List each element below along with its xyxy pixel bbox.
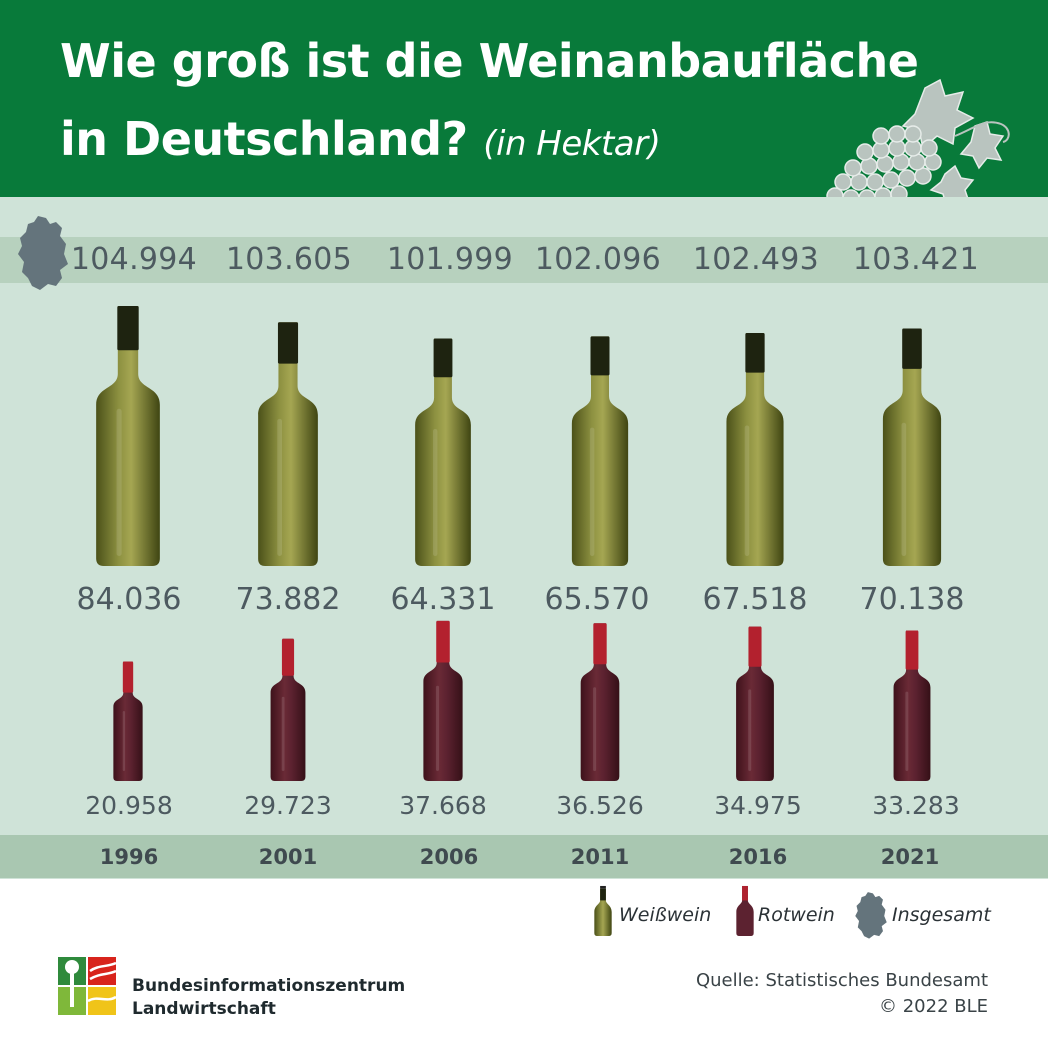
bottle-cap — [745, 332, 765, 373]
bottle-body — [893, 630, 931, 781]
year-label: 2016 — [728, 845, 788, 869]
bottle-cap — [281, 638, 295, 676]
bottle-body — [258, 322, 318, 566]
bottle-cap — [905, 630, 919, 670]
red-value: 33.283 — [872, 791, 960, 820]
red-wine-bottle — [423, 620, 463, 781]
source-line-1: Quelle: Statistisches Bundesamt — [695, 970, 988, 991]
bottle-highlight — [116, 408, 122, 556]
legend-total-label: Insgesamt — [892, 904, 991, 926]
org-name: Bundesinformationszentrum Landwirtschaft — [132, 975, 405, 1021]
bottle-highlight — [748, 689, 752, 771]
year-label: 2006 — [419, 845, 479, 869]
bottle-highlight — [901, 422, 907, 556]
bottle-highlight — [905, 691, 909, 771]
red-wine-bottle — [580, 623, 620, 781]
header-banner: Wie groß ist die Weinanbaufläche in Deut… — [0, 0, 1048, 210]
bottle-body — [423, 620, 463, 781]
germany-map-icon — [855, 892, 887, 939]
total-value: 104.994 — [70, 242, 198, 277]
white-bottle-icon — [594, 885, 612, 937]
bottle-cap — [117, 306, 139, 351]
title-line-1: Wie groß ist die Weinanbaufläche — [60, 34, 919, 88]
subtitle: (in Hektar) — [483, 124, 661, 164]
red-value: 36.526 — [556, 791, 644, 820]
bottle-highlight — [744, 425, 750, 556]
bottle-body — [580, 623, 620, 781]
bottle-highlight — [122, 710, 126, 771]
total-value: 102.096 — [534, 242, 662, 277]
bottle-body — [882, 328, 942, 566]
red-bottle-icon — [736, 885, 754, 937]
source-line-2: © 2022 BLE — [878, 996, 988, 1017]
legend-white-label: Weißwein — [619, 904, 712, 926]
white-wine-bottle — [415, 338, 471, 566]
red-wine-bottle — [736, 626, 774, 781]
year-label: 1996 — [99, 845, 159, 869]
red-wine-bottle — [270, 638, 306, 781]
red-value: 20.958 — [85, 791, 173, 820]
white-wine-bottle — [882, 328, 942, 566]
bottle-body — [736, 626, 774, 781]
chart-panel — [0, 197, 1048, 879]
red-value: 34.975 — [714, 791, 802, 820]
org-line-2: Landwirtschaft — [132, 999, 276, 1019]
total-band — [0, 237, 1048, 283]
bottle-cap — [590, 336, 610, 376]
bottle-cap — [122, 661, 134, 693]
bottle-body — [270, 638, 306, 781]
red-value: 29.723 — [244, 791, 332, 820]
bottle-cap — [436, 620, 450, 663]
legend-red-label: Rotwein — [758, 904, 835, 926]
bottle-cap — [748, 626, 762, 667]
white-wine-bottle — [571, 336, 629, 566]
bottle-body — [726, 332, 784, 566]
year-label: 2021 — [880, 845, 940, 869]
red-wine-bottle — [893, 630, 931, 781]
bottle-cap — [593, 623, 607, 665]
bottle-body — [415, 338, 471, 566]
total-value: 101.999 — [386, 242, 514, 277]
white-value: 67.518 — [702, 582, 808, 617]
bottle-highlight — [432, 428, 438, 556]
bottle-highlight — [277, 418, 283, 556]
white-value: 65.570 — [544, 582, 650, 617]
bottle-body — [571, 336, 629, 566]
bottle-cap — [277, 322, 299, 364]
white-value: 84.036 — [76, 582, 182, 617]
bottle-highlight — [281, 696, 285, 771]
white-value: 73.882 — [235, 582, 341, 617]
white-wine-bottle — [258, 322, 318, 566]
germany-map-icon — [18, 216, 68, 290]
grapes-icon — [826, 78, 1010, 210]
bottle-highlight — [589, 427, 595, 556]
bottle-cap — [902, 328, 922, 369]
title-line-2-text: in Deutschland? — [60, 112, 468, 166]
total-value: 103.605 — [225, 242, 353, 277]
org-line-1: Bundesinformationszentrum — [132, 976, 406, 996]
white-value: 64.331 — [390, 582, 496, 617]
year-band — [0, 835, 1048, 878]
white-value: 70.138 — [859, 582, 965, 617]
bottle-highlight — [435, 685, 440, 771]
year-label: 2011 — [570, 845, 630, 869]
white-wine-bottle — [96, 306, 160, 566]
source-note: Quelle: Statistisches Bundesamt © 2022 B… — [696, 968, 988, 1020]
total-value: 102.493 — [692, 242, 820, 277]
red-value: 37.668 — [399, 791, 487, 820]
bottle-body — [96, 306, 160, 566]
ble-logo — [58, 957, 117, 1015]
total-value: 103.421 — [852, 242, 980, 277]
red-wine-bottle — [113, 661, 143, 781]
title-line-2: in Deutschland? (in Hektar) — [60, 112, 661, 166]
bottle-highlight — [593, 687, 597, 771]
bottle-cap — [433, 338, 453, 378]
year-label: 2001 — [258, 845, 318, 869]
bottle-body — [113, 661, 143, 781]
white-wine-bottle — [726, 332, 784, 566]
